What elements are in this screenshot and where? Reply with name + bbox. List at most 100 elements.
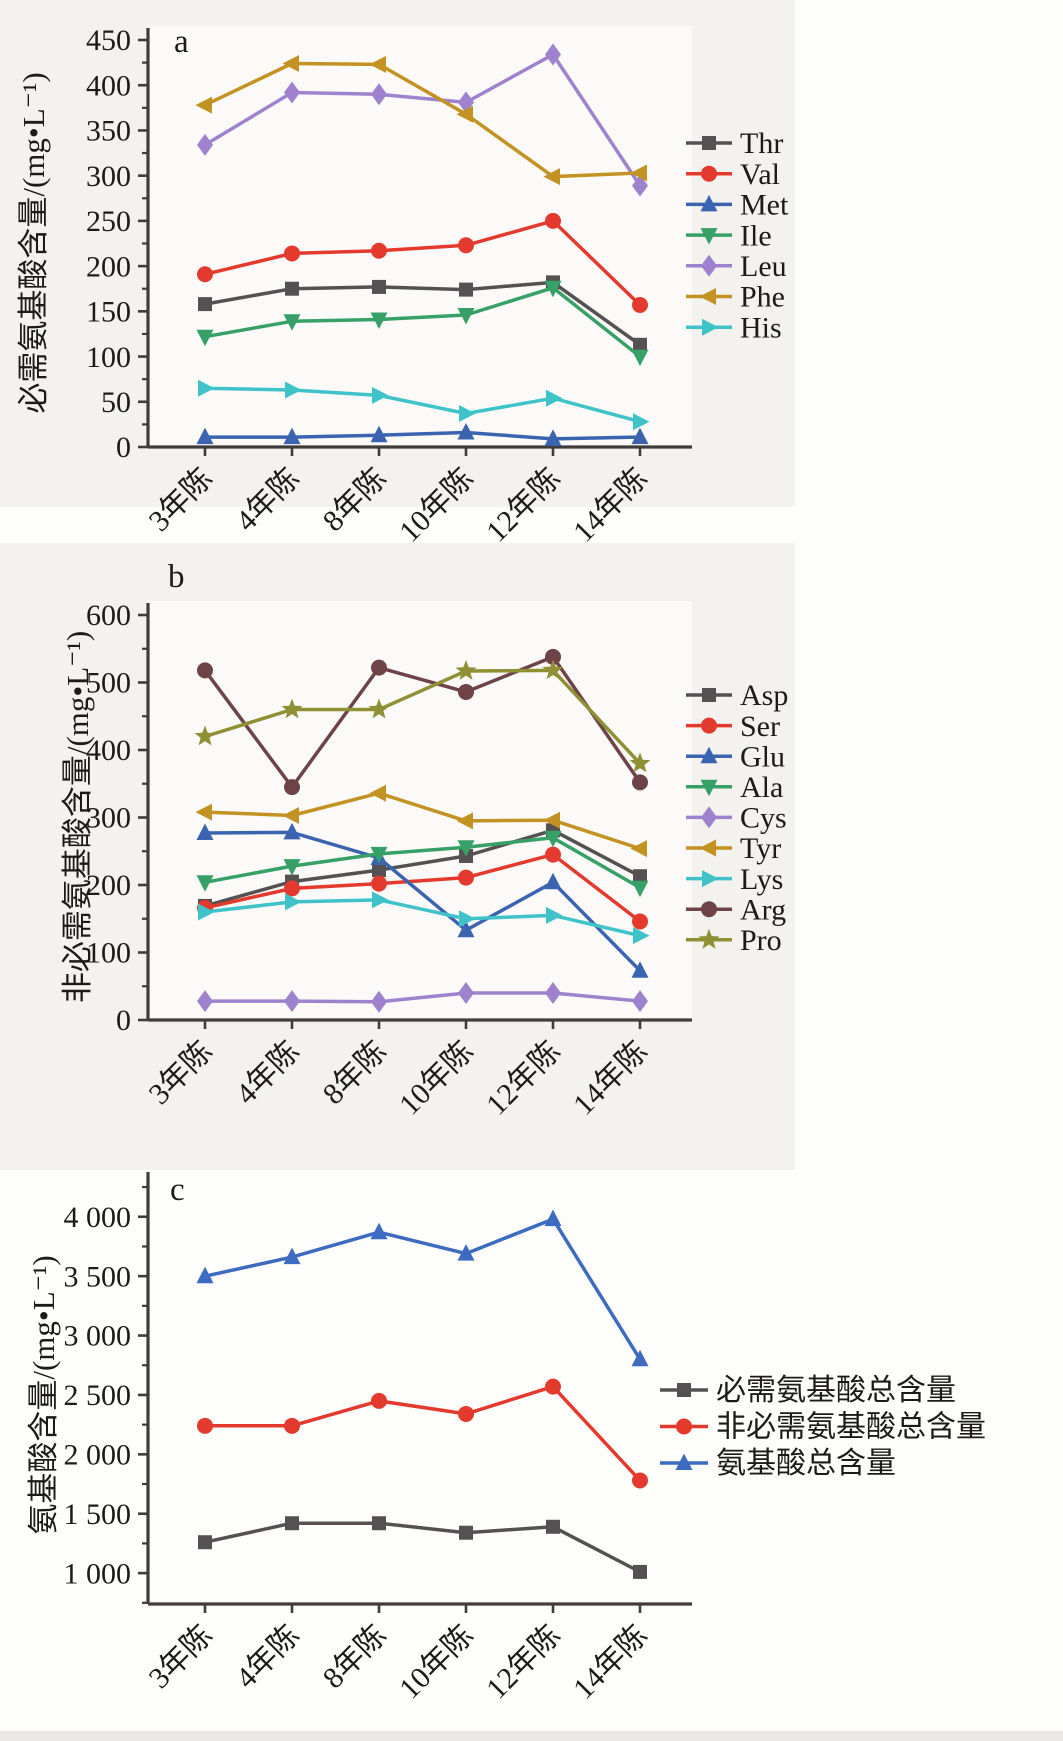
triangle-right-marker — [198, 903, 215, 921]
triangle-left-marker — [282, 55, 299, 72]
triangle-up-marker — [457, 1244, 475, 1261]
triangle-down-marker — [196, 875, 214, 892]
chart-panel-c: 1 000 1 500 2 000 2 500 3 000 3 500 4 000 3年陈 4年… — [0, 1170, 1063, 1741]
legend-item-Val: Val — [686, 158, 780, 191]
diamond-marker — [197, 133, 213, 156]
triangle-down-marker — [370, 312, 388, 329]
square-marker — [633, 869, 647, 884]
star-marker — [455, 660, 477, 680]
y-tick-label: 3 500 — [64, 1260, 132, 1293]
diamond-marker — [701, 254, 717, 277]
circle-marker — [545, 212, 561, 229]
legend-label: Phe — [740, 281, 785, 314]
legend-item-Phe: Phe — [686, 281, 785, 314]
y-tick-label: 100 — [86, 937, 131, 970]
series-path-Cys — [205, 991, 641, 1004]
triangle-up-marker — [631, 1349, 649, 1367]
x-tick-label: 3年陈 — [143, 1035, 219, 1111]
triangle-left-marker — [369, 55, 386, 73]
square-marker — [198, 1535, 212, 1550]
legend-item-非必需氨基酸总含量: 非必需氨基酸总含量 — [660, 1411, 986, 1444]
legend-label: 非必需氨基酸总含量 — [716, 1411, 986, 1444]
y-tick-label: 400 — [86, 734, 131, 767]
square-marker — [459, 1525, 473, 1540]
series-His — [198, 379, 650, 431]
series-Val — [197, 212, 648, 314]
circle-marker — [197, 266, 213, 283]
triangle-down-marker — [370, 846, 388, 864]
series-path-Phe — [204, 61, 641, 179]
series-path-His — [204, 386, 641, 424]
y-tick-label: 350 — [86, 115, 131, 148]
legend-label: Ser — [740, 710, 780, 743]
square-marker — [633, 1564, 647, 1579]
star-marker — [194, 725, 216, 746]
legend-label: Pro — [740, 924, 782, 957]
axes — [138, 28, 692, 456]
y-tick-label: 250 — [86, 205, 131, 238]
y-tick-label: 100 — [86, 341, 131, 374]
triangle-left-marker — [456, 105, 473, 123]
square-marker — [633, 337, 647, 352]
triangle-left-marker — [630, 164, 647, 182]
square-marker — [702, 136, 716, 150]
series-Leu — [197, 43, 648, 197]
x-tick-label: 8年陈 — [317, 462, 393, 538]
chart-panel-a: 0 50 100 150 200 250 300 350 400 450 3年陈 4年陈 8年陈 10年陈… — [0, 0, 795, 549]
y-tick-label: 0 — [116, 431, 131, 464]
square-marker — [372, 863, 386, 878]
y-axis-title: 氨基酸含量/(mg•L⁻¹) — [26, 1255, 61, 1534]
legend-label: Val — [740, 158, 780, 191]
panel-letter: b — [168, 559, 185, 595]
diamond-marker — [197, 990, 213, 1013]
legend-label: Tyr — [740, 832, 781, 865]
series-path-Lys — [204, 898, 641, 938]
circle-marker — [545, 846, 561, 863]
square-marker — [372, 279, 386, 294]
y-tick-label: 400 — [86, 69, 131, 102]
legend-item-Lys: Lys — [686, 863, 783, 896]
circle-marker — [632, 1472, 648, 1489]
triangle-left-marker — [543, 168, 560, 186]
legend-label: Glu — [740, 740, 785, 773]
x-tick-label: 10年陈 — [393, 462, 480, 549]
diamond-marker — [632, 174, 648, 197]
series-path-Glu — [204, 830, 642, 972]
triangle-left-marker — [282, 807, 299, 824]
triangle-down-marker — [196, 329, 214, 347]
plot-area — [148, 26, 692, 447]
legend-item-氨基酸总含量: 氨基酸总含量 — [660, 1447, 896, 1480]
triangle-up-marker — [457, 920, 475, 938]
series-path-Val — [204, 219, 642, 307]
triangle-right-marker — [285, 381, 302, 399]
triangle-up-marker — [700, 746, 718, 764]
circle-marker — [284, 1417, 300, 1434]
square-marker — [546, 1519, 560, 1534]
triangle-up-marker — [544, 429, 562, 446]
triangle-up-marker — [196, 1266, 214, 1284]
triangle-down-marker — [457, 840, 475, 857]
y-tick-label: 200 — [86, 250, 131, 283]
y-tick-label: 0 — [116, 1004, 131, 1037]
circle-marker — [701, 165, 717, 182]
legend-item-Met: Met — [686, 189, 789, 222]
x-tick-label: 12年陈 — [480, 1035, 567, 1122]
triangle-left-marker — [195, 803, 212, 821]
chart-a-svg: 0 50 100 150 200 250 300 350 400 450 3年陈 4年陈 8年陈 10年陈… — [16, 24, 789, 549]
y-tick-label: 300 — [86, 802, 131, 835]
triangle-right-marker — [372, 386, 389, 404]
triangle-up-marker — [370, 425, 388, 443]
triangle-down-marker — [283, 314, 301, 331]
triangle-up-marker — [544, 1209, 562, 1227]
axes — [138, 603, 692, 1029]
legend-item-Arg: Arg — [686, 893, 786, 926]
page-bottom-strip — [0, 1731, 1063, 1741]
x-tick-label: 12年陈 — [480, 462, 567, 549]
legend-item-Cys: Cys — [686, 802, 787, 835]
triangle-right-marker — [702, 870, 719, 888]
triangle-down-marker — [631, 880, 649, 898]
x-tick-label: 8年陈 — [317, 1619, 393, 1695]
legend-item-Ala: Ala — [686, 771, 783, 804]
y-tick-label: 1 000 — [64, 1557, 132, 1590]
